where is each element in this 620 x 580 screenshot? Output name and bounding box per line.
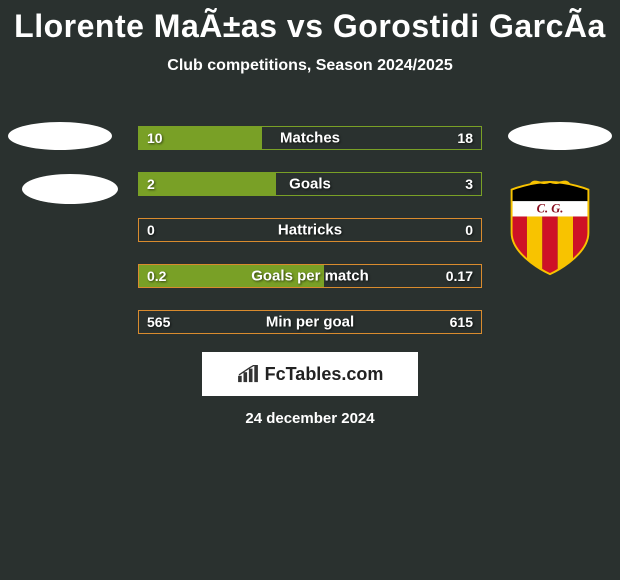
stat-row-mpg: 565 Min per goal 615 <box>138 310 482 334</box>
stat-value-right: 0 <box>465 222 473 238</box>
brand-text: FcTables.com <box>265 364 384 385</box>
stat-label: Hattricks <box>278 222 342 239</box>
stat-value-left: 0 <box>147 222 155 238</box>
stat-label: Matches <box>280 130 340 147</box>
stat-value-left: 0.2 <box>147 268 166 284</box>
stat-value-right: 3 <box>465 176 473 192</box>
svg-text:C. G.: C. G. <box>537 202 564 216</box>
team-right-logo-1 <box>508 122 612 150</box>
page-title: Llorente MaÃ±as vs Gorostidi GarcÃ­a <box>0 0 620 45</box>
team-left-logo-2 <box>22 174 118 204</box>
stat-label: Goals per match <box>251 268 369 285</box>
stat-row-gpm: 0.2 Goals per match 0.17 <box>138 264 482 288</box>
subtitle: Club competitions, Season 2024/2025 <box>0 57 620 75</box>
date-label: 24 december 2024 <box>0 410 620 427</box>
stat-value-right: 0.17 <box>446 268 473 284</box>
team-left-logo-1-inner <box>74 130 132 148</box>
club-badge: C. G. <box>502 180 598 276</box>
stat-row-hattricks: 0 Hattricks 0 <box>138 218 482 242</box>
stat-value-right: 615 <box>450 314 473 330</box>
stat-row-goals: 2 Goals 3 <box>138 172 482 196</box>
stat-label: Goals <box>289 176 331 193</box>
stat-value-left: 2 <box>147 176 155 192</box>
stat-row-matches: 10 Matches 18 <box>138 126 482 150</box>
stats-container: 10 Matches 18 2 Goals 3 0 Hattricks 0 0.2 Goals… <box>138 126 482 356</box>
brand-box: FcTables.com <box>202 352 418 396</box>
stat-value-left: 565 <box>147 314 170 330</box>
stat-label: Min per goal <box>266 314 354 331</box>
brand-chart-icon <box>237 365 259 383</box>
stat-value-right: 18 <box>457 130 473 146</box>
stat-fill <box>139 173 276 195</box>
stat-value-left: 10 <box>147 130 163 146</box>
